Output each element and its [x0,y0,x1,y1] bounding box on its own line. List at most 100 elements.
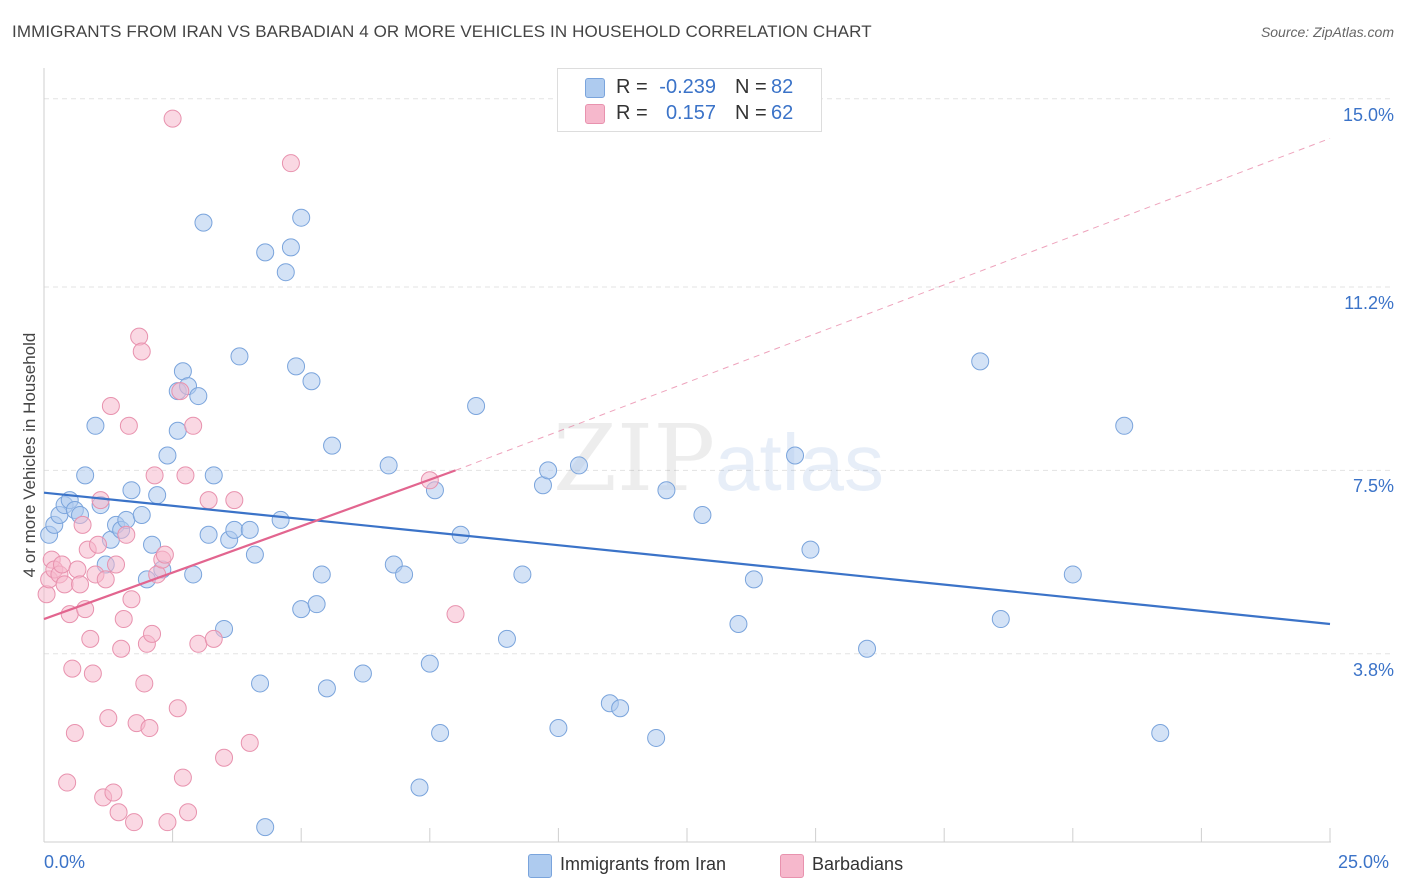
stats-row-iran: R = -0.239 N = 82 [558,75,821,101]
iran-point [287,357,306,376]
iran-point [353,664,372,683]
iran-point [801,540,820,559]
iran-point [497,629,516,648]
iran-point [256,818,275,837]
trend-line-barbadian [43,469,456,621]
barbadian-point [145,466,164,485]
legend-swatch-iran [528,854,552,878]
barbadian-point [204,629,223,648]
barbadian-point [117,525,136,544]
iran-point [251,674,270,693]
barbadian-point [107,555,126,574]
iran-point [379,456,398,475]
iran-point [281,238,300,257]
y-tick-label: 3.8% [1352,659,1394,680]
stats-n-label: N = [735,102,767,124]
barbadian-point [199,491,218,510]
barbadian-point [53,555,72,574]
iran-point [194,213,213,232]
iran-point [158,446,177,465]
barbadian-point [37,585,56,604]
x-tick-label-min: 0.0% [44,852,86,872]
legend-label-barbadian: Barbadians [812,854,904,874]
x-tick-label-max: 25.0% [1338,852,1390,872]
stats-swatch-iran [585,78,605,98]
axes [43,68,1331,843]
iran-point [245,545,264,564]
barbadian-point [135,674,154,693]
iran-point [307,595,326,614]
iran-point [858,639,877,658]
trend-lines [43,137,1331,626]
iran-point [395,565,414,584]
barbadian-point [104,783,123,802]
stats-r-value-barbadian: 0.157 [665,102,716,124]
barbadian-point [58,773,77,792]
iran-point [184,565,203,584]
barbadian-point [65,723,84,742]
iran-point [971,352,990,371]
iran-point [744,570,763,589]
iran-point [230,347,249,366]
iran-point [1151,723,1170,742]
barbadian-point [71,575,90,594]
barbadian-point [176,466,195,485]
barbadian-point [215,748,234,767]
barbadian-point [63,659,82,678]
stats-n-label: N = [735,76,767,98]
iran-point [148,486,167,505]
gridlines [44,98,1390,655]
iran-point [312,565,331,584]
barbadian-point [446,605,465,624]
stats-r-label: R = [616,102,648,124]
barbadian-point [225,491,244,510]
barbadian-point [55,575,74,594]
barbadian-point [240,733,259,752]
iran-point [1063,565,1082,584]
barbadian-point [281,154,300,173]
iran-point [168,421,187,440]
barbadian-point [132,342,151,361]
stats-swatch-barbadian [585,104,605,124]
legend-swatch-barbadian [780,854,804,878]
iran-point [292,208,311,227]
iran-point [513,565,532,584]
y-tick-label: 15.0% [1342,104,1394,125]
iran-point [1115,416,1134,435]
stats-row-barbadian: R = 0.157 N = 62 [558,101,821,127]
iran-point [611,699,630,718]
barbadian-point [81,629,100,648]
stats-n-value-iran: 82 [771,76,794,98]
barbadian-point [68,560,87,579]
iran-point [693,505,712,524]
barbadian-point [189,634,208,653]
barbadian-point [96,570,115,589]
iran-point [143,535,162,554]
barbadian-point [158,813,177,832]
barbadian-point [168,699,187,718]
barbadian-point [155,545,174,564]
barbadian-point [179,803,198,822]
chart-title: IMMIGRANTS FROM IRAN VS BARBADIAN 4 OR M… [12,22,872,41]
barbadian-point [173,768,192,787]
iran-point [256,243,275,262]
iran-point [991,610,1010,629]
stats-r-label: R = [616,76,648,98]
iran-point [539,461,558,480]
iran-point [132,505,151,524]
barbadian-point [184,416,203,435]
iran-point [292,600,311,619]
iran-point [240,520,259,539]
iran-point [225,520,244,539]
y-tick-label: 7.5% [1352,476,1394,497]
barbadian-point [83,664,102,683]
iran-point [569,456,588,475]
series-barbadian-points [37,109,465,832]
iran-point [549,719,568,738]
iran-point [467,396,486,415]
trend-extension-barbadian [455,137,1331,471]
barbadian-point [73,515,92,534]
barbadian-point [122,590,141,609]
iran-point [204,466,223,485]
stats-box: R = -0.239 N = 82 R = 0.157 N = 62 [557,68,822,132]
